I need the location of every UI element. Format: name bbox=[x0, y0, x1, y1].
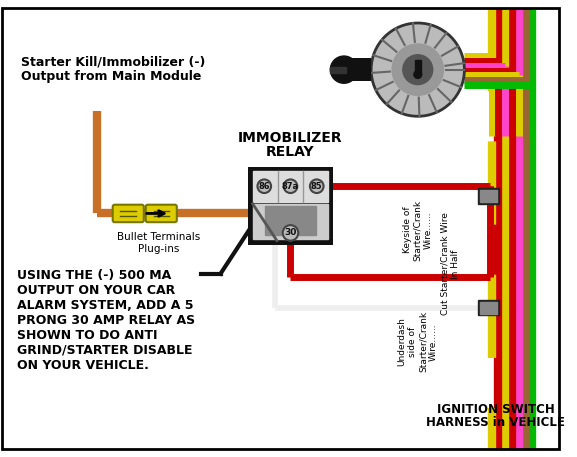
Text: Cut Starter/Crank Wire
In Half: Cut Starter/Crank Wire In Half bbox=[440, 213, 459, 315]
Bar bbox=[253, 204, 328, 239]
Text: Underdash
side of
Starter/Crank
Wire......: Underdash side of Starter/Crank Wire....… bbox=[398, 311, 438, 372]
Text: 85: 85 bbox=[311, 182, 323, 191]
Text: Starter Kill/Immobilizer (-)
Output from Main Module: Starter Kill/Immobilizer (-) Output from… bbox=[21, 55, 206, 83]
Text: Bullet Terminals
Plug-ins: Bullet Terminals Plug-ins bbox=[117, 232, 200, 254]
Text: USING THE (-) 500 MA
OUTPUT ON YOUR CAR
ALARM SYSTEM, ADD A 5
PRONG 30 AMP RELAY: USING THE (-) 500 MA OUTPUT ON YOUR CAR … bbox=[17, 269, 196, 372]
Bar bbox=[331, 67, 346, 73]
Bar bbox=[478, 188, 499, 204]
Bar bbox=[265, 206, 316, 235]
Text: RELAY: RELAY bbox=[266, 145, 315, 159]
Circle shape bbox=[403, 55, 433, 85]
Circle shape bbox=[392, 44, 443, 96]
Bar bbox=[478, 300, 499, 315]
Circle shape bbox=[331, 56, 358, 83]
Text: Keyside of
Starter/Crank
Wire......: Keyside of Starter/Crank Wire...... bbox=[403, 199, 433, 260]
Circle shape bbox=[371, 23, 464, 116]
Text: HARNESS in VEHICLE: HARNESS in VEHICLE bbox=[426, 416, 565, 429]
Bar bbox=[344, 58, 371, 81]
FancyBboxPatch shape bbox=[113, 205, 144, 222]
Bar bbox=[253, 171, 328, 202]
Circle shape bbox=[310, 180, 324, 193]
Circle shape bbox=[257, 180, 271, 193]
Bar bbox=[248, 167, 334, 244]
Circle shape bbox=[414, 71, 422, 79]
Text: 87a: 87a bbox=[282, 182, 299, 191]
Text: 30: 30 bbox=[284, 228, 297, 237]
Text: IMMOBILIZER: IMMOBILIZER bbox=[238, 132, 343, 145]
Circle shape bbox=[283, 225, 298, 241]
Bar bbox=[415, 60, 421, 74]
Circle shape bbox=[284, 180, 297, 193]
Text: 86: 86 bbox=[258, 182, 270, 191]
Bar bbox=[480, 302, 497, 314]
Text: IGNITION SWITCH: IGNITION SWITCH bbox=[437, 403, 554, 416]
FancyBboxPatch shape bbox=[146, 205, 177, 222]
Bar bbox=[480, 190, 497, 202]
